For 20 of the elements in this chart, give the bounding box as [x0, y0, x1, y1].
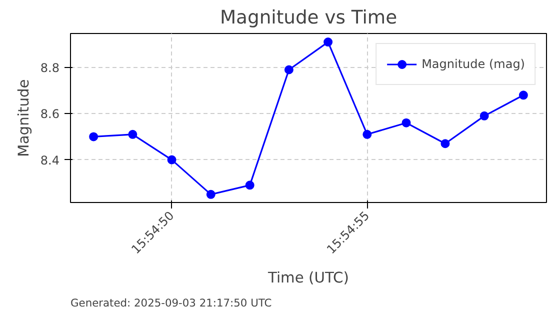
point — [402, 118, 411, 128]
point — [324, 38, 333, 47]
y-tick-label: 8.6 — [40, 107, 60, 122]
text: Generated: 2025-09-03 21:17:50 UTC — [70, 296, 272, 310]
point — [518, 90, 528, 100]
y-tick-label: 8.4 — [40, 153, 60, 168]
legend-label: Magnitude (mag) — [422, 57, 525, 71]
point — [440, 139, 450, 148]
y-axis-title: Magnitude — [15, 79, 32, 157]
point — [206, 190, 216, 199]
point — [284, 65, 294, 74]
point — [245, 180, 254, 190]
chart-title: Magnitude vs Time — [220, 8, 398, 28]
x-axis-title: Time (UTC) — [266, 270, 350, 287]
point — [167, 155, 176, 164]
y-tick-label: 8.8 — [40, 60, 60, 75]
point — [89, 132, 98, 142]
point — [128, 130, 138, 139]
point — [480, 111, 489, 120]
point — [362, 130, 372, 139]
